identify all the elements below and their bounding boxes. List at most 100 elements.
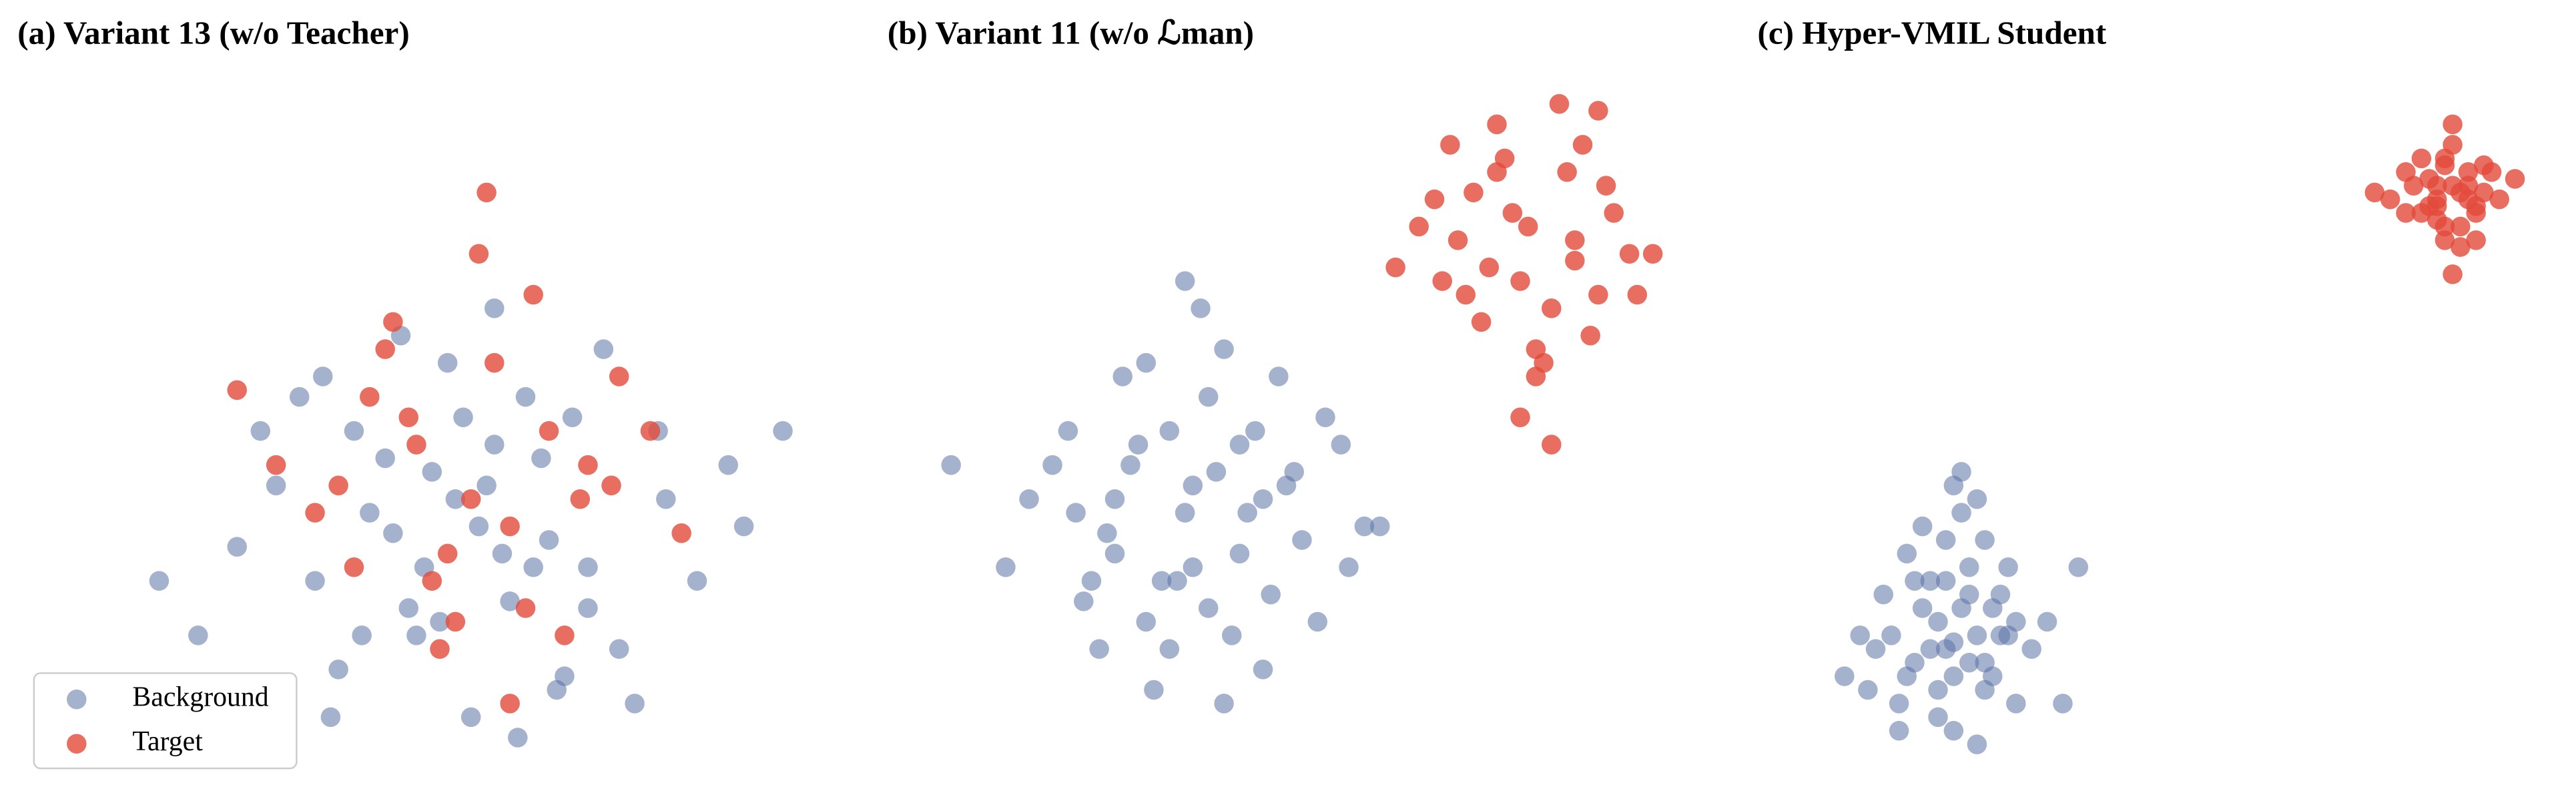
point <box>2006 694 2026 714</box>
point <box>468 516 489 537</box>
point <box>1565 230 1585 250</box>
point <box>1464 182 1484 203</box>
point <box>1580 325 1600 346</box>
point <box>1526 366 1546 386</box>
point <box>1198 598 1219 618</box>
point <box>1229 543 1250 564</box>
point <box>328 659 348 680</box>
point <box>1089 639 1109 659</box>
point <box>1935 530 1956 550</box>
point <box>1912 516 1933 537</box>
point <box>468 244 489 264</box>
legend-marker <box>67 690 87 710</box>
point <box>1159 421 1180 441</box>
point <box>1385 257 1405 278</box>
point <box>1245 421 1265 441</box>
point <box>375 448 395 469</box>
point <box>2021 639 2041 659</box>
point <box>2443 114 2463 135</box>
panel-title: (a) Variant 13 (w/o Teacher) <box>17 14 409 51</box>
point <box>312 366 333 386</box>
point <box>1912 598 1933 618</box>
point <box>1604 203 1624 223</box>
point <box>1920 571 1941 591</box>
point <box>733 516 754 537</box>
point <box>1967 625 1987 645</box>
point <box>2364 182 2385 203</box>
point <box>1042 455 1062 475</box>
point <box>1565 250 1585 271</box>
point <box>1175 503 1195 523</box>
point <box>1542 298 1562 318</box>
point <box>398 598 419 618</box>
point <box>1479 257 1500 278</box>
point <box>656 489 676 509</box>
point <box>383 312 403 332</box>
point <box>476 475 497 496</box>
point <box>508 728 528 748</box>
point <box>1928 680 1948 700</box>
point <box>1959 557 1979 577</box>
point <box>593 339 614 359</box>
point <box>2481 162 2502 182</box>
point <box>430 611 450 632</box>
point <box>485 435 505 455</box>
point <box>1471 312 1492 332</box>
point <box>1572 135 1593 155</box>
point <box>1998 557 2018 577</box>
point <box>445 611 466 632</box>
point <box>453 407 473 427</box>
point <box>1424 189 1445 210</box>
point <box>1897 543 1917 564</box>
point <box>1136 611 1156 632</box>
point <box>1081 571 1102 591</box>
point <box>352 625 372 645</box>
point <box>2435 216 2455 237</box>
legend-box <box>33 672 298 770</box>
point <box>485 298 505 318</box>
point <box>609 366 629 386</box>
point <box>1183 557 1203 577</box>
point <box>1128 435 1149 455</box>
point <box>422 571 442 591</box>
point <box>1354 516 1375 537</box>
point <box>1951 503 1971 523</box>
point <box>1905 652 1925 673</box>
point <box>1959 584 1979 605</box>
panel-title: (b) Variant 11 (w/o ℒman) <box>888 14 1254 51</box>
point <box>1889 721 1909 741</box>
point <box>531 448 551 469</box>
point <box>1409 216 1429 237</box>
point <box>1549 93 1570 114</box>
point <box>1269 366 1289 386</box>
point <box>2458 189 2479 210</box>
point <box>1619 244 1640 264</box>
point <box>1136 352 1156 373</box>
point <box>1339 557 1359 577</box>
point <box>1120 455 1141 475</box>
point <box>320 707 341 728</box>
point <box>1151 571 1172 591</box>
point <box>1951 462 1971 482</box>
point <box>344 421 364 441</box>
point <box>2427 196 2447 216</box>
point <box>2466 230 2486 250</box>
point <box>1510 271 1530 291</box>
point <box>1229 435 1250 455</box>
point <box>718 455 739 475</box>
point <box>2435 155 2455 176</box>
point <box>406 435 426 455</box>
point <box>1331 435 1351 455</box>
point <box>1253 489 1273 509</box>
point <box>578 557 598 577</box>
point <box>601 475 621 496</box>
point <box>1928 707 1948 728</box>
point <box>1557 162 1577 182</box>
point <box>1502 203 1523 223</box>
point <box>328 475 348 496</box>
point <box>1967 734 1987 754</box>
point <box>1191 298 1211 318</box>
point <box>266 455 286 475</box>
point <box>1959 652 1979 673</box>
